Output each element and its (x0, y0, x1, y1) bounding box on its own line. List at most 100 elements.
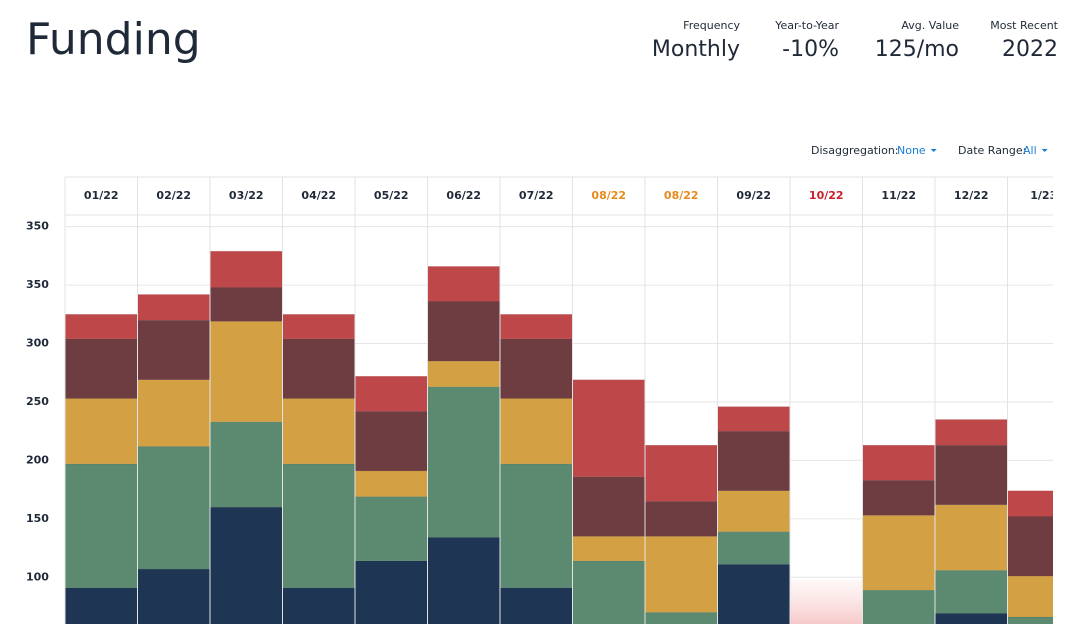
stat-value: 125/mo (875, 37, 959, 62)
bar-segment (499, 587, 573, 624)
bar-segment (572, 379, 646, 478)
stat-label: Most Recent (990, 19, 1058, 32)
bar-segment (934, 444, 1008, 506)
bar-segment (427, 266, 501, 302)
bar-segment (1007, 575, 1053, 618)
bar-segment (427, 360, 501, 388)
bar-segment (209, 321, 283, 423)
bar-segment (65, 463, 138, 589)
stat-label: Frequency (683, 19, 740, 32)
x-tick-label: 09/22 (736, 189, 771, 202)
bar-segment (427, 537, 501, 624)
bar-segment (354, 496, 428, 562)
bar-segment (1007, 516, 1053, 577)
bar-segment (499, 314, 573, 340)
bars (65, 250, 1053, 624)
bar-segment (644, 536, 718, 613)
bar-segment (282, 398, 356, 465)
stat-value: 2022 (1002, 37, 1058, 62)
bar-segment (1007, 616, 1053, 624)
bar-segment (499, 463, 573, 589)
y-tick-label: 250 (26, 395, 49, 408)
bar-segment (644, 612, 718, 624)
stat-value: Monthly (652, 37, 740, 62)
bar-segment (1007, 490, 1053, 517)
bar-segment (137, 294, 211, 321)
stat-value: -10% (782, 37, 839, 62)
x-tick-label: 08/22 (591, 189, 626, 202)
bar-segment (282, 463, 356, 589)
control-label: Date Range: (958, 144, 1026, 157)
empty-period-highlight (790, 580, 863, 624)
x-tick-label: 12/22 (954, 189, 989, 202)
stat-label: Year-to-Year (774, 19, 839, 32)
y-tick-label: 200 (26, 453, 49, 466)
chart: 350 350 300 250 200 150 100 01/22 02/22 03/22 04/2… (26, 176, 1057, 624)
bar-segment (65, 314, 138, 340)
bar-segment (862, 480, 936, 516)
bar-segment (934, 569, 1008, 614)
y-tick-label: 150 (26, 512, 49, 525)
bar-segment (572, 536, 646, 562)
x-tick-label: 01/22 (84, 189, 119, 202)
y-tick-label: 350 (26, 220, 49, 233)
x-tick-label: 04/22 (301, 189, 336, 202)
x-tick-label: 1/23 (1030, 189, 1057, 202)
bar-segment (572, 476, 646, 537)
bar-segment (499, 398, 573, 465)
bar-segment (282, 587, 356, 624)
dropdown-caret[interactable] (1041, 149, 1048, 152)
control-dropdown[interactable]: All (1023, 144, 1037, 157)
x-tick-label: 08/22 (664, 189, 699, 202)
bar-segment (209, 421, 283, 508)
bar-segment (137, 379, 211, 447)
y-tick-label: 350 (26, 278, 49, 291)
bar-segment (717, 430, 791, 492)
bar-segment (862, 444, 936, 481)
bar-segment (354, 560, 428, 624)
bar-segment (282, 314, 356, 340)
control-dropdown[interactable]: None (897, 144, 926, 157)
bar-segment (934, 419, 1008, 446)
bar-segment (427, 301, 501, 362)
x-tick-label: 02/22 (156, 189, 191, 202)
bar-segment (862, 589, 936, 624)
dropdown-caret[interactable] (930, 149, 937, 152)
bar-segment (354, 470, 428, 497)
bar-segment (65, 587, 138, 624)
x-tick-label: 06/22 (446, 189, 481, 202)
bar-segment (137, 319, 211, 381)
y-tick-label: 100 (26, 570, 49, 583)
bar-segment (209, 250, 283, 288)
bar-segment (717, 406, 791, 432)
bar-segment (282, 338, 356, 399)
bar-segment (209, 287, 283, 322)
x-tick-label: 11/22 (881, 189, 916, 202)
y-tick-label: 300 (26, 337, 49, 350)
bar-segment (137, 446, 211, 570)
x-tick-label: 03/22 (229, 189, 264, 202)
x-tick-label: 07/22 (519, 189, 554, 202)
bar-segment (209, 506, 283, 624)
bar-segment (499, 338, 573, 399)
bar-segment (65, 398, 138, 465)
bar-segment (137, 568, 211, 624)
bar-segment (354, 376, 428, 412)
x-tick-label: 05/22 (374, 189, 409, 202)
bar-segment (717, 564, 791, 624)
control-label: Disaggregation: (811, 144, 899, 157)
bar-segment (354, 411, 428, 472)
x-tick-label: 10/22 (809, 189, 844, 202)
bar-segment (644, 501, 718, 537)
bar-segment (934, 613, 1008, 624)
bar-segment (644, 444, 718, 502)
stat-label: Avg. Value (901, 19, 959, 32)
bar-segment (717, 490, 791, 532)
bar-segment (862, 515, 936, 591)
bar-segment (572, 560, 646, 624)
bar-segment (65, 338, 138, 399)
bar-segment (934, 504, 1008, 571)
bar-segment (427, 386, 501, 538)
column-headers: 01/22 02/22 03/22 04/22 05/22 06/22 07/22 08/22… (84, 189, 1057, 202)
